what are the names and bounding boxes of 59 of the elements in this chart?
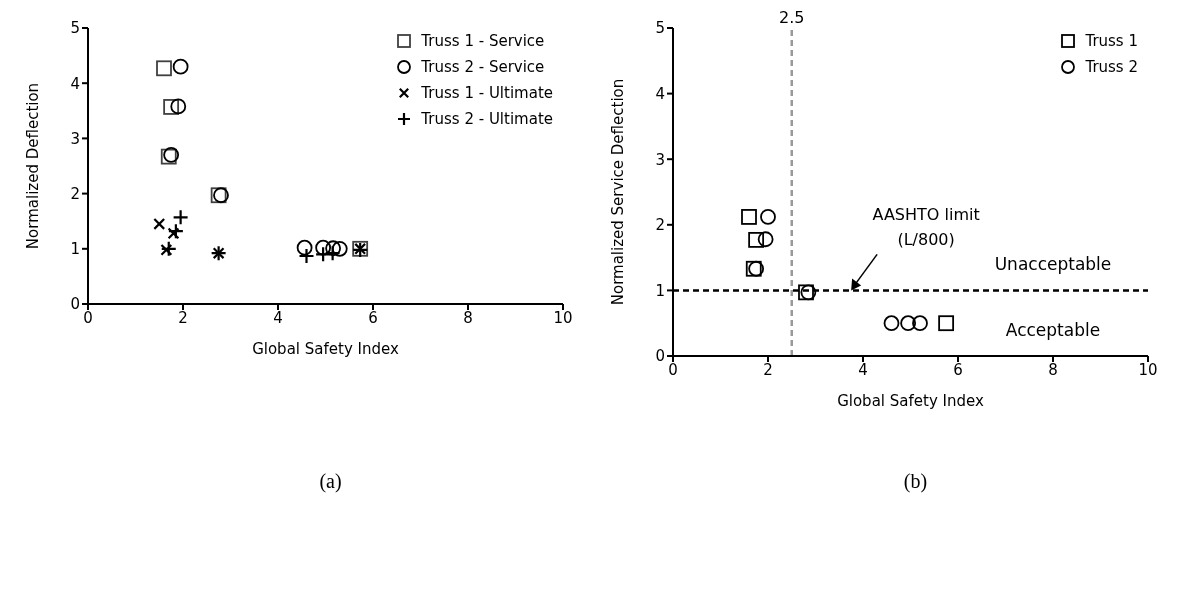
text: (a) <box>318 470 343 493</box>
point <box>160 243 173 256</box>
point <box>296 239 313 256</box>
x-tick-label: 2 <box>178 308 188 327</box>
y-tick-label: 1 <box>655 281 665 300</box>
legend-label: Truss 2 - Ultimate <box>421 110 553 128</box>
point <box>331 240 348 257</box>
y-tick-label: 4 <box>70 74 80 93</box>
x-tick-label: 0 <box>668 360 678 379</box>
point <box>757 231 774 248</box>
point <box>315 239 332 256</box>
x-tick-label: 0 <box>83 308 93 327</box>
annotation: AASHTO limit (L/800) <box>872 205 980 250</box>
point <box>883 315 900 332</box>
x-axis-title: Global Safety Index <box>252 340 399 358</box>
y-tick-label: 1 <box>70 240 80 259</box>
x-tick-label: 10 <box>1138 360 1158 379</box>
legend-label: Truss 1 - Service <box>421 32 545 50</box>
x-axis-title: Global Safety Index <box>837 392 984 410</box>
point <box>172 58 189 75</box>
point <box>156 60 172 77</box>
point <box>938 315 955 332</box>
point <box>912 315 928 332</box>
x-tick-label: 10 <box>553 308 573 327</box>
y-tick-label: 5 <box>655 19 665 38</box>
point <box>748 231 765 248</box>
x-tick-label: 8 <box>1048 360 1058 379</box>
y-tick-label: 3 <box>70 129 80 148</box>
x-tick-label: 6 <box>953 360 963 379</box>
annotation: Unacceptable <box>994 254 1112 275</box>
point <box>153 217 166 230</box>
point <box>325 240 341 257</box>
point <box>167 227 180 240</box>
y-tick-label: 4 <box>655 84 665 103</box>
text: (b) <box>902 470 929 493</box>
legend-label: Truss 1 - Ultimate <box>421 84 553 102</box>
y-tick-label: 2 <box>70 184 80 203</box>
y-tick-label: 3 <box>655 150 665 169</box>
point <box>760 209 776 225</box>
point <box>170 98 187 115</box>
x-tick-label: 8 <box>463 308 473 327</box>
y-tick-label: 2 <box>655 216 665 235</box>
point <box>163 99 180 115</box>
point <box>741 209 757 225</box>
y-tick-label: 5 <box>70 19 80 38</box>
x-tick-label: 4 <box>858 360 868 379</box>
legend-label: Truss 2 - Service <box>421 58 545 76</box>
y-tick-label: 0 <box>655 347 665 366</box>
y-tick-label: 0 <box>70 295 80 314</box>
legend-label: Truss 2 <box>1085 58 1138 76</box>
x-tick-label: 6 <box>368 308 378 327</box>
y-axis-title: Normalized Deflection <box>24 82 43 250</box>
annotation: Acceptable <box>1005 320 1101 341</box>
x-tick-label: 2 <box>763 360 773 379</box>
y-axis-title: Normalized Service Deflection <box>609 78 628 306</box>
x-tick-label: 4 <box>273 308 283 327</box>
ref-line-label: 2.5 <box>779 8 805 27</box>
point <box>900 315 917 332</box>
legend-label: Truss 1 <box>1085 32 1138 50</box>
